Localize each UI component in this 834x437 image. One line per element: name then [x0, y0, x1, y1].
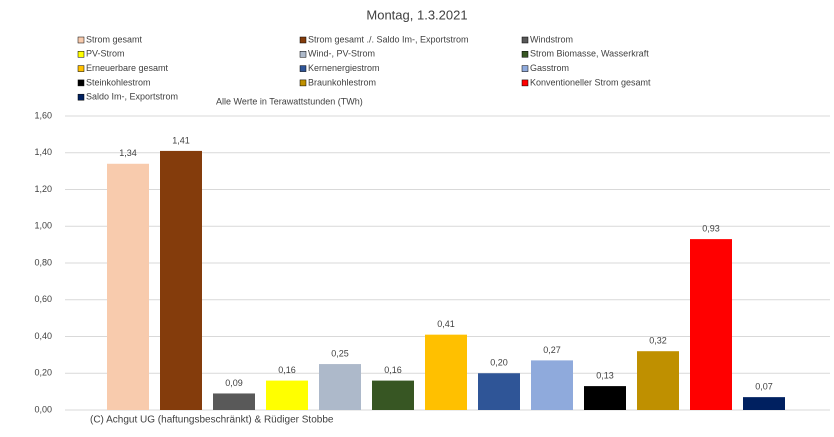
- legend-label: Windstrom: [530, 34, 573, 44]
- legend-swatch: [77, 93, 85, 101]
- value-label: 0,07: [755, 382, 773, 392]
- y-tick-label: 0,40: [34, 331, 52, 341]
- legend-label: Kernenergiestrom: [308, 63, 380, 73]
- legend-label: Wind-, PV-Strom: [308, 49, 375, 59]
- value-label: 0,32: [649, 336, 667, 346]
- bar: [637, 351, 679, 410]
- legend-swatch: [521, 65, 529, 72]
- legend-swatch: [77, 36, 85, 44]
- legend-label: Strom gesamt ./. Saldo Im-, Exportstrom: [308, 34, 469, 44]
- legend-swatch: [299, 36, 307, 44]
- legend-label: Braunkohlestrom: [308, 77, 376, 87]
- legend-swatch: [299, 79, 307, 87]
- value-label: 0,25: [331, 348, 349, 358]
- value-label: 0,41: [437, 319, 455, 329]
- legend-label: Saldo Im-, Exportstrom: [86, 92, 178, 102]
- bar: [372, 380, 414, 410]
- value-label: 0,16: [384, 365, 402, 375]
- legend-swatch: [77, 51, 85, 58]
- bar: [478, 373, 520, 410]
- legend-swatch: [299, 65, 307, 72]
- value-label: 0,13: [596, 370, 614, 380]
- y-tick-label: 1,60: [34, 110, 52, 120]
- y-tick-label: 1,00: [34, 221, 52, 231]
- legend-label: Konventioneller Strom gesamt: [530, 77, 651, 87]
- legend-label: Gasstrom: [530, 63, 569, 73]
- legend-swatch: [299, 51, 307, 58]
- bar: [531, 360, 573, 410]
- legend-swatch: [521, 36, 529, 44]
- value-label: 1,34: [119, 148, 137, 158]
- value-label: 0,93: [702, 223, 720, 233]
- y-tick-label: 1,20: [34, 184, 52, 194]
- y-tick-label: 1,40: [34, 147, 52, 157]
- value-label: 0,09: [225, 378, 243, 388]
- legend-label: Steinkohlestrom: [86, 77, 151, 87]
- footnote: (C) Achgut UG (haftungsbeschränkt) & Rüd…: [90, 415, 334, 426]
- value-label: 0,16: [278, 365, 296, 375]
- y-tick-label: 0,80: [34, 257, 52, 267]
- subtitle: Alle Werte in Terawattstunden (TWh): [216, 96, 363, 106]
- legend-swatch: [77, 65, 85, 72]
- value-label: 1,41: [172, 135, 190, 145]
- bar: [266, 380, 308, 410]
- legend-label: Strom gesamt: [86, 34, 143, 44]
- y-tick-label: 0,00: [34, 404, 52, 414]
- legend-swatch: [77, 79, 85, 87]
- bar: [160, 150, 202, 410]
- value-label: 0,20: [490, 358, 508, 368]
- legend-swatch: [521, 51, 529, 58]
- bar: [743, 397, 785, 410]
- y-tick-label: 0,60: [34, 294, 52, 304]
- legend-label: Strom Biomasse, Wasserkraft: [530, 49, 649, 59]
- bar: [690, 239, 732, 410]
- bar: [319, 364, 361, 410]
- legend-label: PV-Strom: [86, 49, 125, 59]
- bar: [425, 334, 467, 410]
- chart-title: Montag, 1.3.2021: [366, 7, 467, 22]
- value-label: 0,27: [543, 345, 561, 355]
- bar: [213, 393, 255, 410]
- bar: [107, 163, 149, 410]
- legend-swatch: [521, 79, 529, 87]
- legend-label: Erneuerbare gesamt: [86, 63, 169, 73]
- bar: [584, 386, 626, 410]
- y-tick-label: 0,20: [34, 368, 52, 378]
